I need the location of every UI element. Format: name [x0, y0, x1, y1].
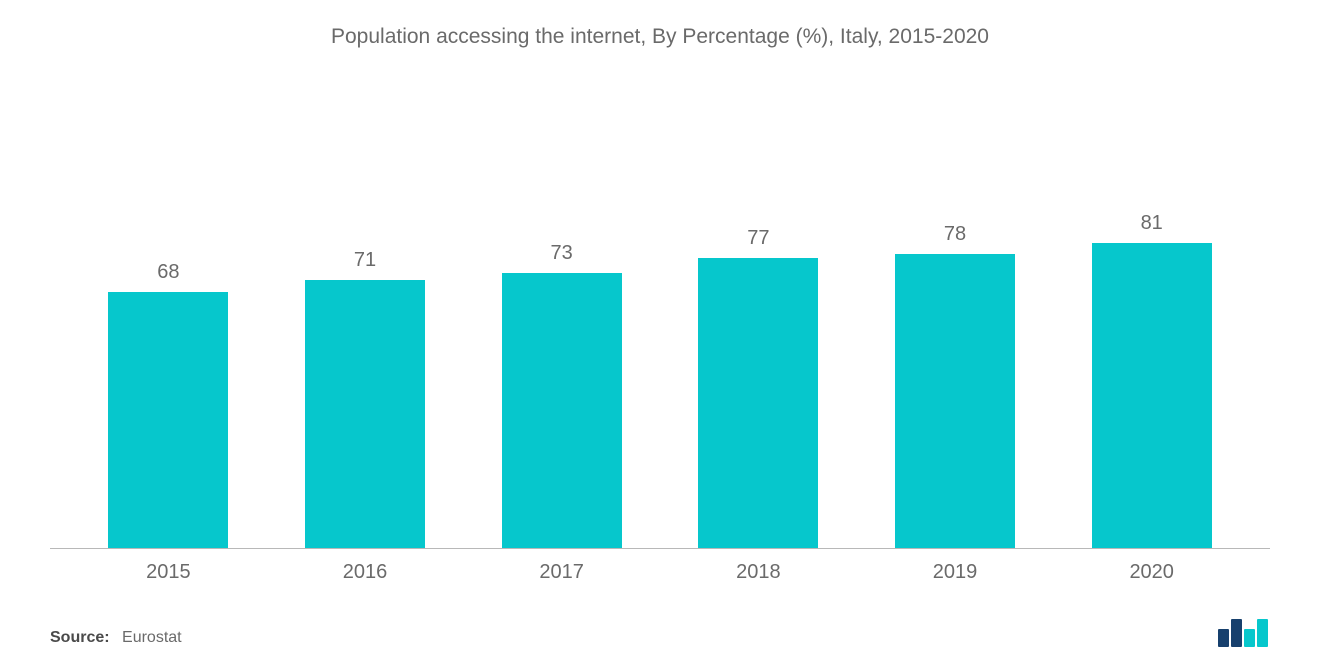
- bar-slot: 78: [857, 59, 1054, 548]
- bar: [108, 292, 228, 548]
- x-axis-label: 2020: [1053, 561, 1250, 584]
- bar: [305, 280, 425, 548]
- plot-area: 68 71 73 77 78 81: [50, 59, 1270, 549]
- source-label: Source:: [50, 629, 110, 646]
- logo-bar: [1231, 619, 1242, 647]
- bar-value-label: 81: [1141, 212, 1163, 235]
- brand-logo: [1218, 617, 1270, 647]
- logo-bar: [1244, 629, 1255, 647]
- logo-bar: [1218, 629, 1229, 647]
- x-axis-labels: 201520162017201820192020: [50, 549, 1270, 584]
- bar-chart-container: Population accessing the internet, By Pe…: [0, 0, 1320, 665]
- x-axis-label: 2015: [70, 561, 267, 584]
- bar-slot: 73: [463, 59, 660, 548]
- bar-slot: 81: [1053, 59, 1250, 548]
- bar-value-label: 77: [747, 227, 769, 250]
- bar-slot: 71: [267, 59, 464, 548]
- bar-value-label: 68: [157, 261, 179, 284]
- bar: [698, 258, 818, 548]
- chart-footer: Source: Eurostat: [50, 617, 1270, 647]
- bar: [895, 254, 1015, 548]
- x-axis-label: 2016: [267, 561, 464, 584]
- source-value: Eurostat: [122, 629, 182, 646]
- chart-title: Population accessing the internet, By Pe…: [50, 25, 1270, 49]
- bar-value-label: 78: [944, 223, 966, 246]
- x-axis-label: 2018: [660, 561, 857, 584]
- bar-slot: 68: [70, 59, 267, 548]
- logo-bar: [1257, 619, 1268, 647]
- source-attribution: Source: Eurostat: [50, 629, 182, 647]
- bar-value-label: 73: [551, 242, 573, 265]
- bar: [1092, 243, 1212, 548]
- bar-slot: 77: [660, 59, 857, 548]
- x-axis-label: 2017: [463, 561, 660, 584]
- bar: [502, 273, 622, 548]
- bar-value-label: 71: [354, 249, 376, 272]
- x-axis-label: 2019: [857, 561, 1054, 584]
